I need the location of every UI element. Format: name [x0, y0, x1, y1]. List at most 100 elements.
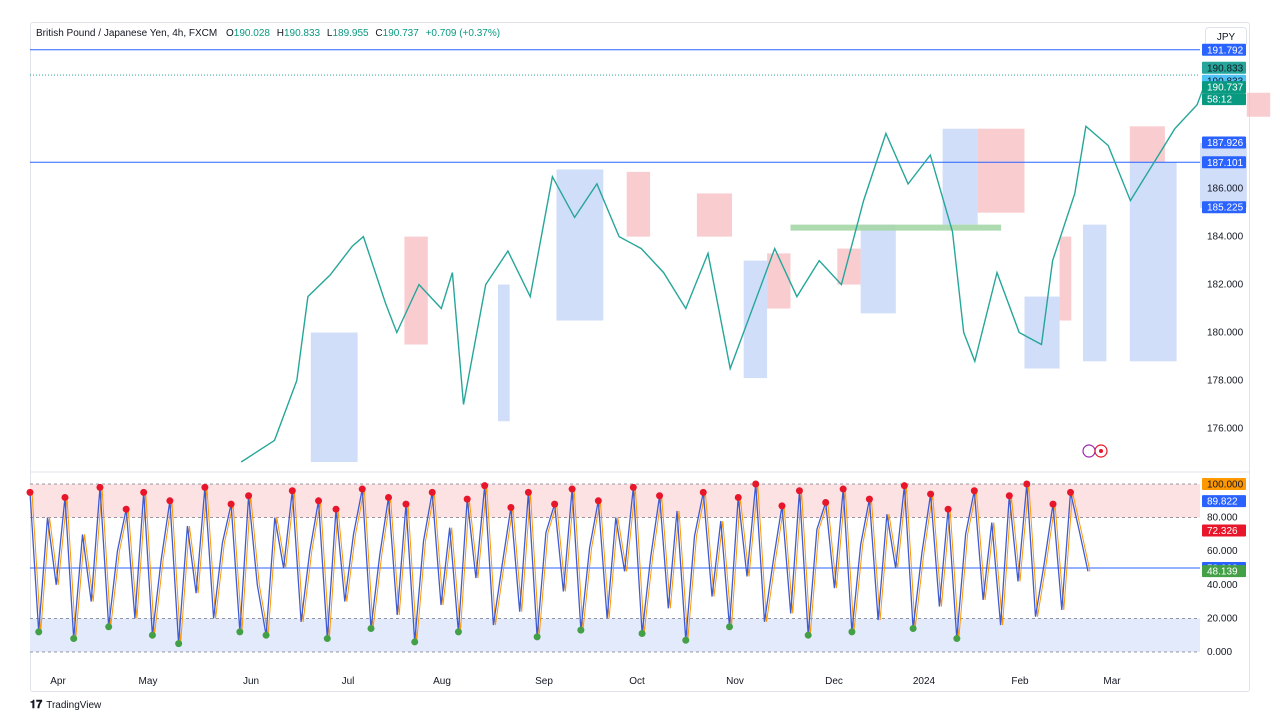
x-tick-label: Feb	[1011, 676, 1029, 687]
osc-top-dot	[795, 487, 803, 495]
tag-high-bg	[1202, 61, 1246, 74]
osc-tick-label: 60.000	[1207, 546, 1238, 557]
osc-top-dot	[358, 485, 366, 493]
price-zone	[860, 224, 896, 314]
osc-top-dot	[332, 505, 340, 513]
osc-tag-d-bg	[1202, 565, 1246, 578]
price-zone	[1129, 126, 1165, 163]
osc-top-dot	[227, 500, 235, 508]
osc-bottom-dot	[848, 628, 856, 636]
osc-bottom-dot	[577, 626, 585, 634]
price-zone	[977, 128, 1025, 213]
osc-top-dot	[568, 485, 576, 493]
osc-top-dot	[699, 488, 707, 496]
osc-bottom-dot	[105, 623, 113, 631]
osc-top-dot	[26, 488, 34, 496]
price-zone	[767, 253, 791, 309]
osc-top-dot	[656, 492, 664, 500]
osc-top-dot	[927, 490, 935, 498]
price-zone	[1246, 92, 1271, 117]
osc-bottom-dot	[726, 623, 734, 631]
osc-tag-value-bg	[1202, 495, 1246, 508]
price-tick-label: 180.000	[1207, 328, 1244, 339]
x-tick-label: May	[139, 676, 158, 687]
osc-top-dot	[122, 505, 130, 513]
osc-top-dot	[1049, 500, 1057, 508]
osc-top-dot	[629, 483, 637, 491]
osc-top-dot	[166, 497, 174, 505]
x-tick-label: Mar	[1103, 676, 1121, 687]
osc-top-dot	[524, 488, 532, 496]
tag-high: 190.833	[1207, 63, 1244, 74]
osc-bottom-dot	[367, 624, 375, 632]
osc-top-dot	[734, 493, 742, 501]
osc-bottom-dot	[804, 631, 812, 639]
price-zone	[626, 171, 651, 237]
osc-tag-k: 72.326	[1207, 526, 1238, 537]
price-zone	[942, 128, 978, 225]
price-zone	[310, 332, 358, 462]
osc-top-dot	[970, 487, 978, 495]
open-value: 190.028	[233, 28, 270, 39]
osc-tag-d: 48.139	[1207, 567, 1238, 578]
chart-legend: British Pound / Japanese Yen, 4h, FXCM O…	[36, 28, 504, 39]
osc-top-dot	[822, 498, 830, 506]
change-value: +0.709 (+0.37%)	[425, 28, 501, 39]
osc-bottom-dot	[262, 631, 270, 639]
oversold-zone	[30, 618, 1200, 652]
osc-top-dot	[507, 504, 515, 512]
brand-name: TradingView	[46, 700, 102, 711]
osc-top-dot	[839, 485, 847, 493]
low-value: 189.955	[332, 28, 369, 39]
high-key: H	[276, 28, 284, 39]
osc-tag-top: 100.000	[1207, 480, 1244, 491]
osc-tick-label: 0.000	[1207, 647, 1232, 658]
osc-bottom-dot	[454, 628, 462, 636]
osc-top-dot	[140, 488, 148, 496]
osc-top-dot	[778, 502, 786, 510]
x-tick-label: Sep	[535, 676, 553, 687]
osc-tick-label: 20.000	[1207, 613, 1238, 624]
osc-top-dot	[752, 480, 760, 488]
price-tick-label: 184.000	[1207, 232, 1244, 243]
price-zone	[498, 284, 510, 422]
x-tick-label: Apr	[50, 676, 66, 687]
osc-top-dot	[481, 482, 489, 490]
osc-top-dot	[384, 493, 392, 501]
tag-last-price: 190.737	[1207, 83, 1244, 94]
record-dot-icon	[1099, 449, 1103, 453]
price-zone	[1129, 162, 1177, 362]
osc-bottom-dot	[148, 631, 156, 639]
osc-bottom-dot	[638, 630, 646, 638]
x-tick-label: Jun	[243, 676, 259, 687]
close-key: C	[375, 28, 383, 39]
osc-top-dot	[944, 505, 952, 513]
osc-bottom-dot	[909, 624, 917, 632]
tradingview-logo: 𝟏𝟕 TradingView	[30, 699, 101, 712]
tag-top-line-bg	[1202, 43, 1246, 56]
osc-top-dot	[96, 483, 104, 491]
x-tick-label: Jul	[342, 676, 355, 687]
tag-r1-bg	[1202, 136, 1246, 149]
price-zone	[556, 169, 604, 321]
price-tick-label: 182.000	[1207, 280, 1244, 291]
osc-top-dot	[428, 488, 436, 496]
osc-top-dot	[315, 497, 323, 505]
overbought-zone	[30, 484, 1200, 518]
alert-icon	[1082, 444, 1096, 458]
symbol-title: British Pound / Japanese Yen, 4h, FXCM	[36, 28, 218, 39]
price-zone	[1024, 296, 1060, 369]
osc-bottom-dot	[70, 635, 78, 643]
tag-r2-bg	[1202, 156, 1246, 169]
high-value: 190.833	[283, 28, 321, 39]
osc-bottom-dot	[236, 628, 244, 636]
support-band	[790, 224, 1002, 231]
low-key: L	[326, 28, 333, 39]
price-tick-label: 186.000	[1207, 184, 1244, 195]
osc-bottom-dot	[35, 628, 43, 636]
osc-tag-value: 89.822	[1207, 497, 1238, 508]
tradingview-icon: 𝟏𝟕	[30, 699, 43, 711]
osc-top-dot	[594, 497, 602, 505]
osc-bottom-dot	[682, 636, 690, 644]
